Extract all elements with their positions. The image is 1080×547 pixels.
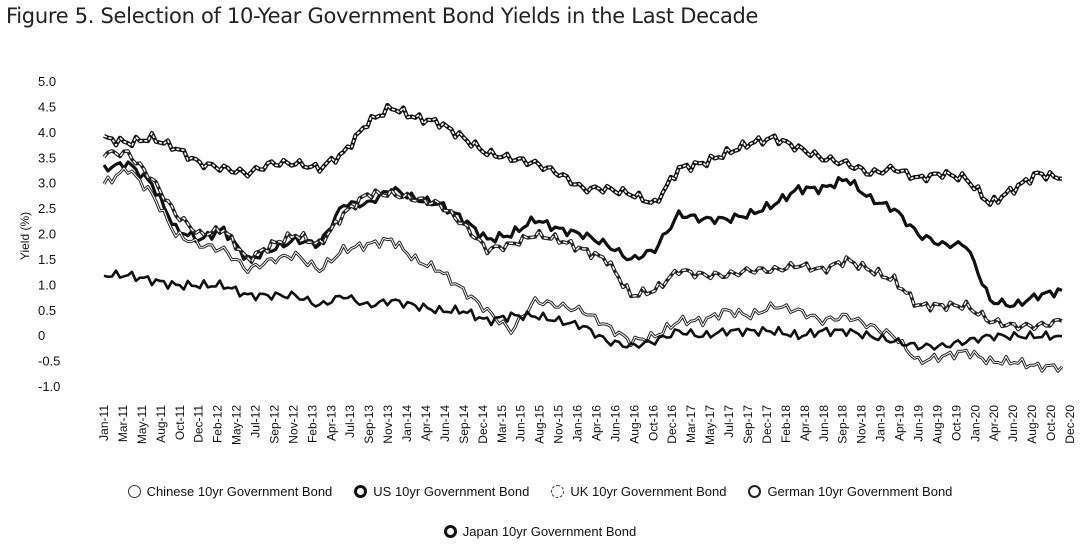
x-tick-label: Feb-12 <box>211 405 225 443</box>
x-tick-label: Oct-20 <box>1044 405 1058 441</box>
x-tick-label: Jan-14 <box>400 405 414 442</box>
legend-item-us: US 10yr Government Bond <box>354 484 529 499</box>
legend-marker-german <box>748 485 762 498</box>
series-line-inner <box>103 150 1063 331</box>
x-tick-label: Jun-14 <box>438 405 452 442</box>
series-line <box>102 160 1063 309</box>
x-tick-label: Dec-16 <box>665 405 679 444</box>
x-tick-label: Jan-11 <box>97 405 111 441</box>
x-tick-label: Jul-13 <box>343 405 357 438</box>
legend-item-chinese: Chinese 10yr Government Bond <box>127 484 333 499</box>
x-tick-label: Feb-18 <box>779 405 793 443</box>
legend-marker-chinese <box>127 485 141 498</box>
x-tick-label: Nov-15 <box>552 405 566 444</box>
x-tick-label: Oct-11 <box>173 405 187 440</box>
x-tick-label: Dec-17 <box>760 405 774 444</box>
x-tick-label: Jan-16 <box>571 405 585 442</box>
y-tick-label: 1.5 <box>38 252 56 267</box>
line-chart: 5.0 4.5 4.0 3.5 3.0 2.5 2.0 1.5 1.0 0.5 0 -0.5 -1.0 Y… <box>18 74 1077 445</box>
x-tick-label: Jun-16 <box>608 405 622 442</box>
x-tick-label: Jun-18 <box>817 405 831 442</box>
y-tick-label: 3.0 <box>38 176 56 191</box>
x-tick-label: Sep-14 <box>457 405 471 444</box>
x-tick-label: Apr-20 <box>987 405 1001 441</box>
x-tick-label: Apr-14 <box>419 405 433 441</box>
x-tick-label: Oct-16 <box>646 405 660 441</box>
x-tick-label: May-11 <box>135 405 149 444</box>
y-tick-label: 0 <box>38 328 45 343</box>
x-tick-label: Sep-17 <box>741 405 755 444</box>
legend-marker-us <box>354 485 368 498</box>
chart-title: Figure 5. Selection of 10-Year Governmen… <box>6 4 759 28</box>
y-tick-label: 4.5 <box>38 99 56 114</box>
x-tick-label: Aug-19 <box>930 405 944 444</box>
legend-label-chinese: Chinese 10yr Government Bond <box>146 484 333 499</box>
x-tick-label: Aug-20 <box>1025 405 1039 444</box>
x-tick-label: Apr-16 <box>590 405 604 441</box>
legend-item-japan: Japan 10yr Government Bond <box>443 524 637 539</box>
x-tick-label: Sep-12 <box>268 405 282 444</box>
x-tick-label: Feb-13 <box>305 405 319 443</box>
x-tick-label: Mar-11 <box>116 405 130 442</box>
x-tick-label: Dec-20 <box>1063 405 1077 444</box>
legend-label-uk: UK 10yr Government Bond <box>570 484 727 499</box>
x-tick-label: Aug-15 <box>533 405 547 444</box>
legend-label-us: US 10yr Government Bond <box>373 484 530 499</box>
y-axis-label: Yield (%) <box>18 212 32 260</box>
x-tick-label: Jan-20 <box>968 405 982 442</box>
x-tick-label: Jun-20 <box>1006 405 1020 442</box>
x-tick-label: Dec-11 <box>192 405 206 443</box>
legend: Chinese 10yr Government Bond US 10yr Gov… <box>0 484 1080 499</box>
x-tick-label: Sep-18 <box>836 405 850 444</box>
x-tick-label: Aug-16 <box>627 405 641 444</box>
series-line <box>103 269 1063 351</box>
x-tick-label: Aug-11 <box>154 405 168 443</box>
x-tick-label: Apr-18 <box>798 405 812 441</box>
x-tick-label: Apr-13 <box>324 405 338 441</box>
series-line-inner <box>103 167 1063 372</box>
x-tick-label: Jan-19 <box>874 405 888 442</box>
y-tick-label: 4.0 <box>38 125 56 140</box>
x-tick-label: May-17 <box>703 405 717 445</box>
series-line <box>103 102 1062 207</box>
legend-item-uk: UK 10yr Government Bond <box>551 484 726 499</box>
x-tick-label: Jul-12 <box>249 405 263 438</box>
x-tick-label: Sep-13 <box>362 405 376 444</box>
x-tick-label: Mar-15 <box>495 405 509 443</box>
x-tick-label: Jun-19 <box>912 405 926 442</box>
legend-row-2: Japan 10yr Government Bond <box>0 524 1080 539</box>
x-tick-label: Nov-12 <box>286 405 300 444</box>
x-tick-label: Oct-19 <box>949 405 963 441</box>
legend-label-japan: Japan 10yr Government Bond <box>462 524 637 539</box>
series-line-inner <box>103 104 1062 206</box>
legend-marker-uk <box>551 485 565 498</box>
y-tick-label: -1.0 <box>38 379 60 394</box>
y-tick-label: 3.5 <box>38 150 56 165</box>
series-line <box>102 166 1064 373</box>
y-tick-label: 2.0 <box>38 227 56 242</box>
y-tick-label: 2.5 <box>38 201 56 216</box>
y-tick-label: 1.0 <box>38 277 56 292</box>
x-tick-label: May-12 <box>230 405 244 445</box>
x-tick-label: Nov-18 <box>855 405 869 444</box>
y-tick-label: 0.5 <box>38 303 56 318</box>
legend-item-german: German 10yr Government Bond <box>748 484 952 499</box>
y-tick-label: -0.5 <box>38 354 60 369</box>
x-tick-label: Jul-17 <box>722 405 736 438</box>
x-tick-label: Apr-19 <box>893 405 907 441</box>
x-tick-label: Dec-14 <box>476 405 490 444</box>
legend-marker-japan <box>443 525 457 538</box>
legend-label-german: German 10yr Government Bond <box>767 484 953 499</box>
x-tick-label: Jun-15 <box>514 405 528 442</box>
x-tick-label: Mar-17 <box>684 405 698 443</box>
x-tick-label: Nov-13 <box>381 405 395 444</box>
y-tick-label: 5.0 <box>38 74 56 89</box>
